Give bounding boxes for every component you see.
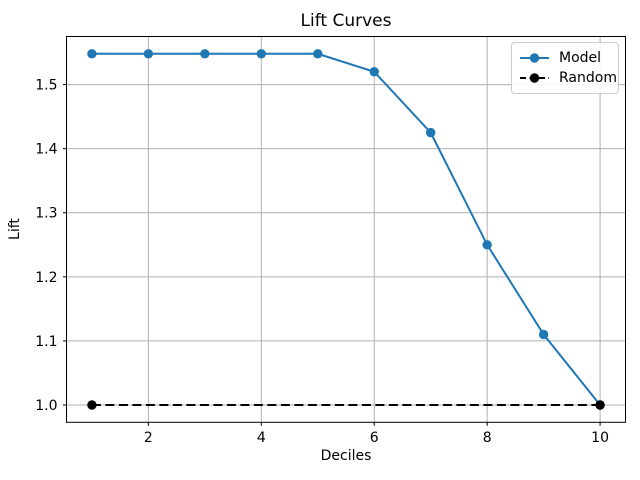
y-tick-label: 1.5: [35, 78, 57, 94]
model-marker: [425, 127, 436, 138]
x-tick-label: 10: [591, 430, 609, 446]
axes-spines: [66, 36, 626, 423]
y-tick-label: 1.1: [35, 334, 57, 350]
y-tick-label: 1.3: [35, 206, 57, 222]
chart-title: Lift Curves: [300, 11, 392, 31]
y-tick-label: 1.4: [35, 142, 57, 158]
random-line-swatch: [520, 73, 549, 83]
legend-item-model: Model: [519, 48, 611, 68]
x-tick-label: 2: [144, 430, 153, 446]
model-marker: [482, 240, 492, 250]
model-marker: [313, 49, 323, 59]
x-tick-label: 4: [257, 430, 266, 446]
model-line: [91, 52, 601, 406]
random-marker: [595, 400, 605, 410]
random-marker: [87, 400, 97, 410]
model-marker: [200, 49, 210, 59]
model-marker: [369, 67, 379, 77]
x-axis-label: Deciles: [320, 448, 372, 464]
y-tick-label: 1.2: [35, 270, 57, 286]
model-marker: [87, 49, 97, 59]
x-tick-label: 6: [370, 430, 379, 446]
legend: Model Random: [511, 42, 619, 94]
model-marker: [143, 49, 154, 59]
model-line-swatch: [520, 53, 549, 63]
model-legend-marker: [529, 53, 540, 63]
legend-label-model: Model: [559, 50, 602, 66]
model-marker: [256, 49, 267, 59]
random-legend-marker: [529, 73, 540, 83]
legend-label-random: Random: [559, 70, 617, 86]
legend-item-random: Random: [519, 68, 617, 88]
model-marker: [538, 329, 549, 340]
y-axis-label: Lift: [7, 218, 23, 240]
y-tick-label: 1.0: [35, 398, 57, 414]
x-tick-label: 8: [483, 430, 492, 446]
